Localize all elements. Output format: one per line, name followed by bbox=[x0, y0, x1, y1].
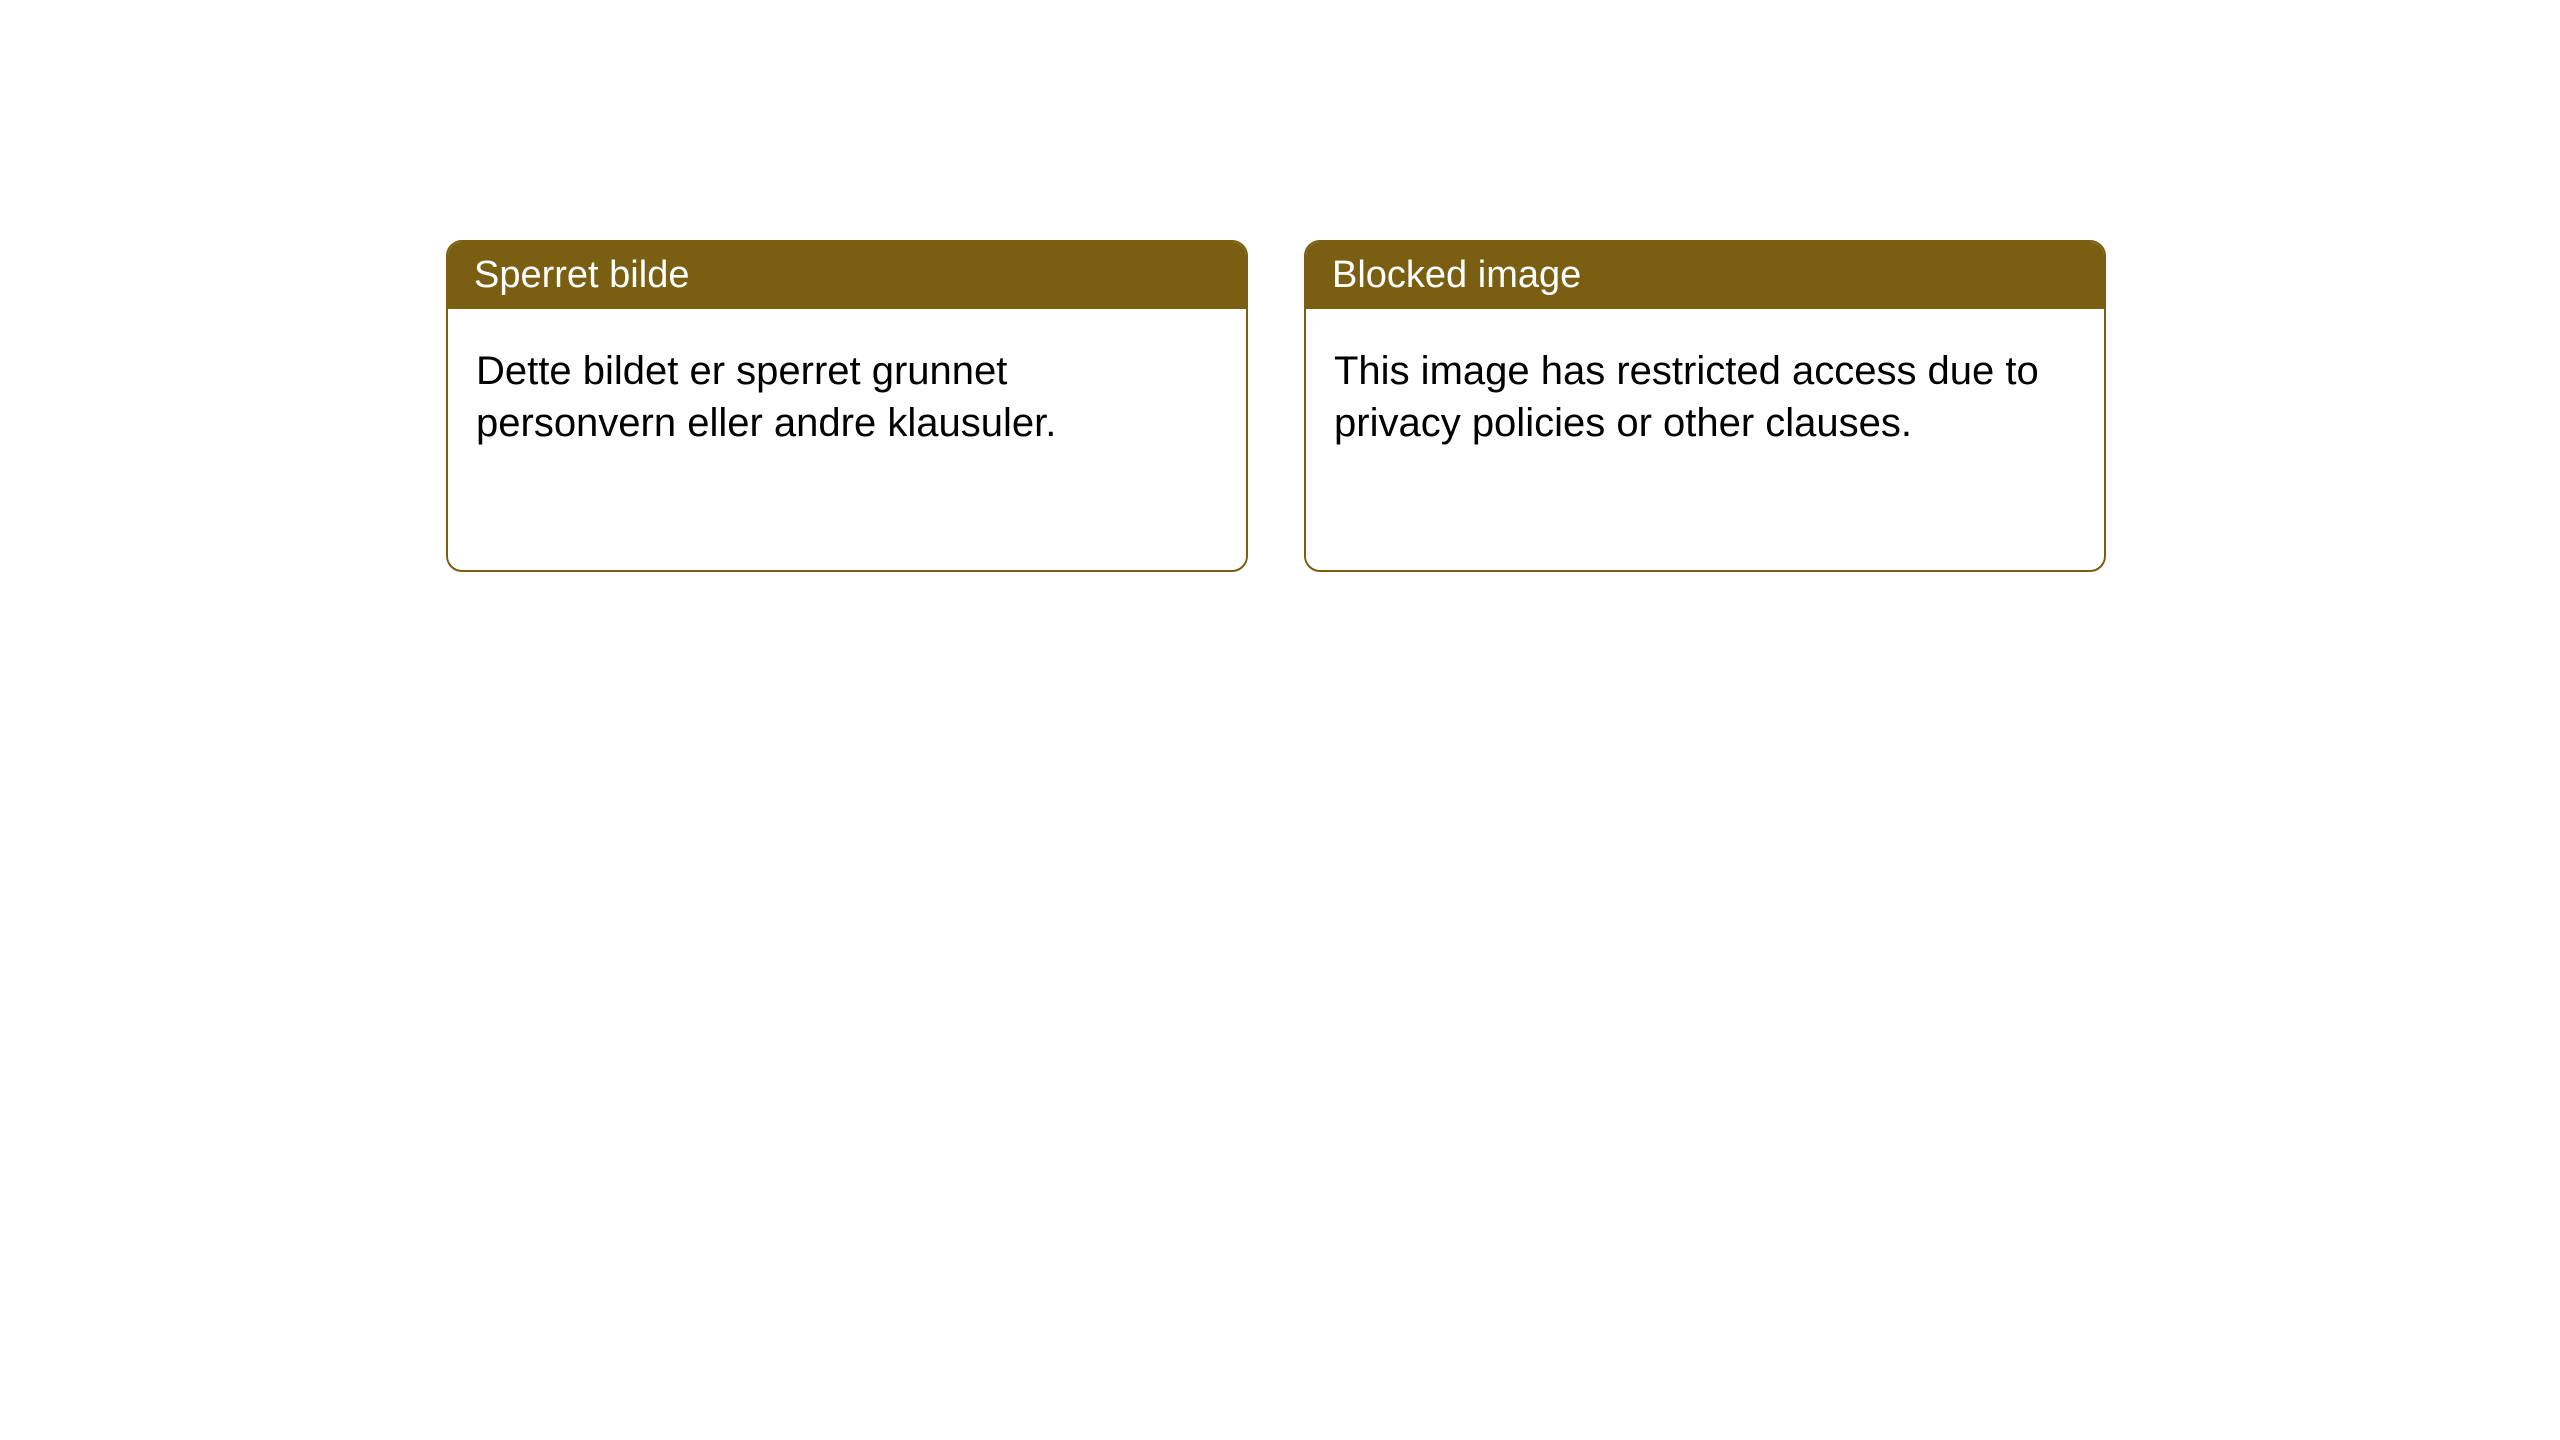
card-title: Sperret bilde bbox=[474, 254, 689, 296]
notice-card-english: Blocked image This image has restricted … bbox=[1304, 240, 2106, 572]
notice-card-norwegian: Sperret bilde Dette bildet er sperret gr… bbox=[446, 240, 1248, 572]
card-body-text: This image has restricted access due to … bbox=[1334, 349, 2039, 445]
card-header: Sperret bilde bbox=[448, 242, 1246, 309]
card-title: Blocked image bbox=[1332, 254, 1581, 296]
notice-cards-container: Sperret bilde Dette bildet er sperret gr… bbox=[446, 240, 2106, 572]
card-body: This image has restricted access due to … bbox=[1306, 309, 2104, 485]
card-body: Dette bildet er sperret grunnet personve… bbox=[448, 309, 1246, 485]
card-body-text: Dette bildet er sperret grunnet personve… bbox=[476, 349, 1056, 445]
card-header: Blocked image bbox=[1306, 242, 2104, 309]
